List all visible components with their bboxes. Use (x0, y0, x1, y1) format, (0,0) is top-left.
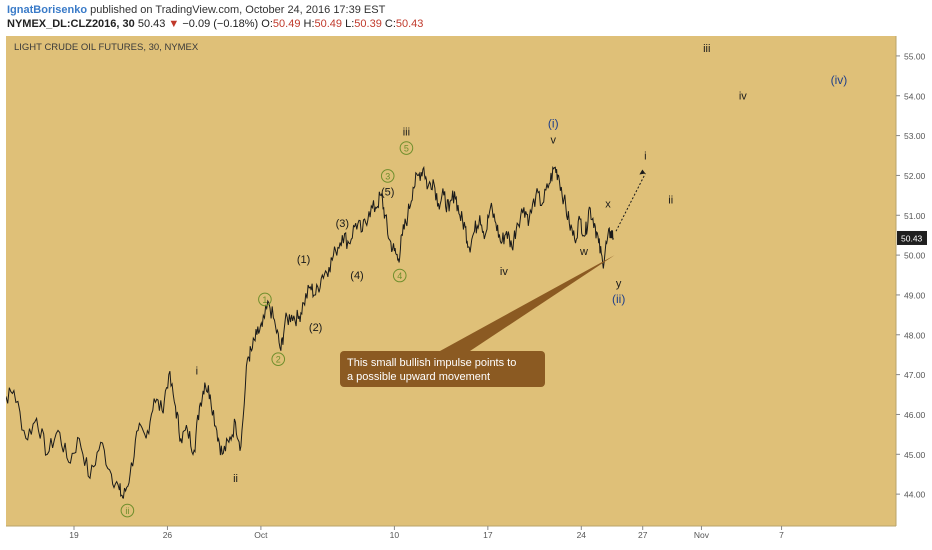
y-tick-label: 50.00 (904, 251, 926, 261)
last-price: 50.43 (137, 18, 166, 30)
y-tick-label: 49.00 (904, 290, 926, 300)
y-tick-label: 52.00 (904, 171, 926, 181)
x-tick-label: Oct (254, 530, 268, 540)
x-tick-label: Nov (694, 530, 710, 540)
author-link[interactable]: IgnatBorisenko (7, 4, 88, 16)
publish-text: published on TradingView.com, October 24… (90, 4, 386, 16)
wave-label: ii (233, 473, 238, 485)
wave-label: (i) (548, 117, 559, 131)
callout-box (340, 351, 545, 387)
wave-label: 4 (397, 271, 402, 281)
wave-label: 5 (404, 144, 409, 154)
last-price-label: 50.43 (901, 233, 923, 243)
y-tick-label: 47.00 (904, 370, 926, 380)
wave-label: (5) (381, 186, 394, 198)
wave-label: (2) (309, 322, 322, 334)
high-label: H: (303, 18, 315, 30)
low-label: L: (345, 18, 355, 30)
projection-arrow-line (615, 173, 646, 232)
chart-header: IgnatBorisenko published on TradingView.… (0, 0, 932, 33)
high-value: 50.49 (314, 18, 343, 30)
wave-label: x (605, 198, 611, 210)
y-tick-label: 53.00 (904, 131, 926, 141)
wave-label: iii (403, 127, 410, 139)
wave-label-circle (120, 503, 135, 518)
wave-label: v (551, 135, 557, 147)
wave-label: w (579, 246, 588, 258)
callout-text-line2: a possible upward movement (347, 371, 490, 383)
x-tick-label: 17 (483, 530, 493, 540)
wave-label: i (196, 366, 198, 378)
close-value: 50.43 (395, 18, 424, 30)
x-tick-label: 24 (577, 530, 587, 540)
y-tick-label: 45.00 (904, 450, 926, 460)
y-tick-label: 48.00 (904, 330, 926, 340)
wave-label: (1) (297, 254, 310, 266)
wave-label: 3 (385, 171, 390, 181)
wave-label-circle (392, 268, 407, 283)
wave-label: (ii) (612, 292, 625, 306)
wave-label: iv (739, 91, 747, 103)
last-price-badge (897, 230, 927, 245)
symbol-name: NYMEX_DL:CLZ2016, 30 (7, 18, 135, 30)
y-tick-label: 46.00 (904, 410, 926, 420)
wave-label-circle (271, 352, 286, 366)
wave-label-circle (399, 141, 414, 155)
close-label: C: (384, 18, 396, 30)
plot-background (6, 36, 896, 526)
wave-label: iv (500, 266, 508, 278)
price-series-line (6, 165, 614, 499)
wave-label-circle (380, 169, 395, 183)
wave-label: ii (125, 506, 129, 516)
chart-title: LIGHT CRUDE OIL FUTURES, 30, NYMEX (14, 42, 199, 53)
wave-label: (3) (336, 218, 349, 230)
wave-label: y (616, 278, 622, 290)
x-tick-label: 19 (69, 530, 79, 540)
wave-label: iii (703, 43, 710, 55)
x-tick-label: 7 (779, 530, 784, 540)
wave-label: ii (668, 194, 673, 206)
price-change: −0.09 (−0.18%) (182, 18, 259, 30)
wave-label: 2 (276, 355, 281, 365)
callout-pointer (440, 255, 615, 351)
x-tick-label: 10 (390, 530, 400, 540)
open-label: O: (261, 18, 273, 30)
symbol-info: NYMEX_DL:CLZ2016, 30 50.43 ▼ −0.09 (−0.1… (7, 18, 423, 30)
wave-label: (4) (350, 270, 363, 282)
y-tick-label: 55.00 (904, 51, 926, 61)
wave-label-circle (258, 292, 272, 307)
y-tick-label: 51.00 (904, 211, 926, 221)
low-value: 50.39 (354, 18, 382, 30)
wave-label: 1 (262, 295, 267, 305)
price-chart[interactable]: 44.00 45.00 46.00 47.00 48.00 49.00 50.00 51.00… (0, 33, 932, 550)
callout-text-line1: This small bullish impulse points to (347, 357, 516, 369)
open-value: 50.49 (272, 18, 301, 30)
y-tick-label: 54.00 (904, 91, 926, 101)
down-arrow-icon: ▼ (168, 18, 180, 30)
projection-arrowhead (639, 169, 646, 175)
x-tick-label: 27 (638, 530, 648, 540)
y-tick-label: 44.00 (904, 490, 926, 500)
publish-info: IgnatBorisenko published on TradingView.… (7, 4, 385, 16)
wave-label: i (644, 150, 646, 162)
wave-label: (iv) (831, 73, 848, 87)
x-tick-label: 26 (163, 530, 173, 540)
